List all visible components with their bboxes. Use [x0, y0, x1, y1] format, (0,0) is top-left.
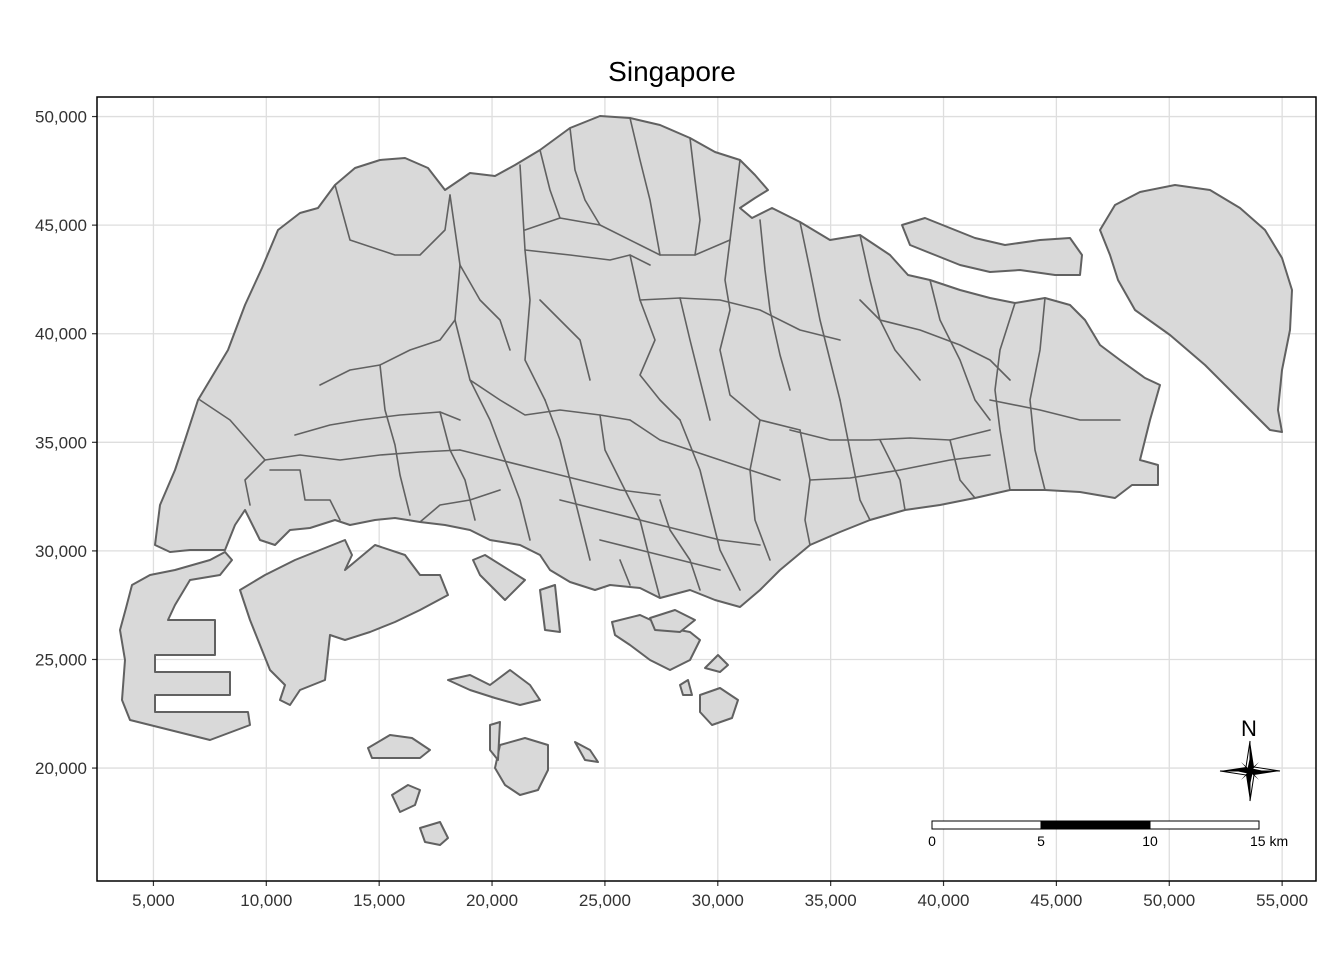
subzone-boundary	[264, 449, 461, 461]
x-tick-label: 45,000	[1030, 891, 1082, 910]
island-small-3	[679, 679, 693, 696]
subzone-boundary	[879, 439, 906, 511]
subzone-boundary	[599, 539, 721, 571]
subzone-boundary	[679, 297, 711, 421]
x-tick-label: 25,000	[579, 891, 631, 910]
scale-bar: 0 5 10 15 km	[928, 820, 1288, 849]
subzone-boundary	[809, 454, 991, 481]
y-tick-label: 30,000	[35, 542, 87, 561]
subzone-boundary	[469, 379, 531, 541]
subzone-boundary	[629, 419, 781, 481]
subzone-boundary	[639, 297, 841, 341]
subzone-boundary	[859, 299, 1011, 381]
y-tick-label: 25,000	[35, 650, 87, 669]
subzone-boundary	[629, 254, 681, 421]
subzone-boundary	[319, 319, 456, 386]
subzone-boundary	[689, 137, 701, 256]
x-tick-label: 40,000	[918, 891, 970, 910]
pasir-panjang-wharf	[539, 584, 561, 633]
scale-bar-segment	[931, 820, 1042, 830]
subzone-boundary	[449, 194, 631, 421]
subzone-boundary	[629, 117, 661, 256]
subzone-boundary	[334, 184, 451, 256]
kusu-islands	[699, 687, 739, 726]
singapore-landmass	[119, 115, 1293, 846]
subzone-boundary	[994, 302, 1016, 491]
north-label: N	[1241, 716, 1257, 741]
y-tick-label: 50,000	[35, 108, 87, 127]
subzone-boundary	[749, 419, 771, 561]
subzone-boundary	[419, 489, 501, 523]
scale-bar-segment	[1040, 820, 1151, 830]
y-tick-label: 20,000	[35, 759, 87, 778]
island-small-5	[472, 554, 526, 601]
subzone-boundary	[799, 221, 841, 401]
subzone-boundaries	[199, 117, 1121, 599]
x-tick-label: 5,000	[132, 891, 175, 910]
y-axis: 20,000 25,000 30,000 35,000 40,000 45,000 50,0…	[35, 108, 97, 778]
pulau-sudong	[367, 734, 431, 759]
st-johns-island	[704, 654, 729, 673]
plot-border	[96, 96, 1317, 882]
x-tick-label: 55,000	[1256, 891, 1308, 910]
north-arrow: N	[1219, 716, 1281, 802]
pulau-pawai	[391, 784, 421, 813]
subzone-boundary	[759, 219, 791, 391]
map-title: Singapore	[608, 56, 736, 87]
subzone-boundary	[1029, 297, 1046, 491]
pulau-tekong	[1099, 184, 1293, 433]
subzone-boundary	[949, 439, 976, 499]
subzone-boundary	[929, 279, 991, 421]
pulau-ubin	[901, 217, 1083, 276]
subzone-boundary	[544, 399, 591, 561]
scale-bar-label: 10	[1142, 833, 1158, 849]
subzone-boundary	[379, 364, 411, 516]
island-small-4	[489, 721, 501, 761]
x-axis: 5,000 10,000 15,000 20,000 25,000 30,000 35,00…	[132, 881, 1308, 910]
pulau-bukom	[447, 669, 541, 706]
y-tick-label: 45,000	[35, 216, 87, 235]
subzone-boundary	[559, 499, 761, 546]
subzone-boundary	[459, 264, 511, 351]
subzone-boundary	[679, 419, 741, 591]
subzone-boundary	[539, 149, 561, 219]
x-tick-label: 50,000	[1143, 891, 1195, 910]
subzone-boundary	[799, 429, 811, 546]
subzone-boundary	[729, 159, 741, 241]
y-tick-label: 35,000	[35, 433, 87, 452]
jurong-island	[239, 539, 449, 706]
subzone-boundary	[659, 499, 701, 591]
compass-rose-icon	[1219, 740, 1281, 802]
scale-bar-label: 15 km	[1250, 833, 1288, 849]
scale-bar-segment	[1149, 820, 1260, 830]
subzone-boundary	[839, 399, 871, 521]
x-tick-label: 15,000	[353, 891, 405, 910]
subzone-boundary	[789, 429, 991, 441]
x-tick-label: 20,000	[466, 891, 518, 910]
x-tick-label: 30,000	[692, 891, 744, 910]
island-small-2	[574, 741, 599, 763]
subzone-boundary	[569, 127, 601, 226]
subzone-boundary	[519, 164, 546, 401]
scale-bar-label: 0	[928, 833, 936, 849]
subzone-boundary	[459, 449, 661, 496]
subzone-boundary	[524, 249, 651, 266]
tuas-reclamation	[119, 551, 251, 741]
subzone-boundary	[294, 411, 461, 436]
x-tick-label: 10,000	[240, 891, 292, 910]
x-tick-label: 35,000	[805, 891, 857, 910]
subzone-boundary	[989, 399, 1121, 421]
subzone-boundary	[269, 469, 341, 521]
subzone-boundary	[539, 299, 591, 381]
subzone-boundary	[599, 414, 661, 599]
main-island	[154, 115, 1161, 608]
scale-bar-label: 5	[1037, 833, 1045, 849]
y-tick-label: 40,000	[35, 325, 87, 344]
pulau-senang	[419, 821, 449, 846]
island-small-1	[649, 609, 696, 633]
subzone-boundary	[619, 559, 631, 586]
pulau-semakau	[494, 737, 549, 796]
